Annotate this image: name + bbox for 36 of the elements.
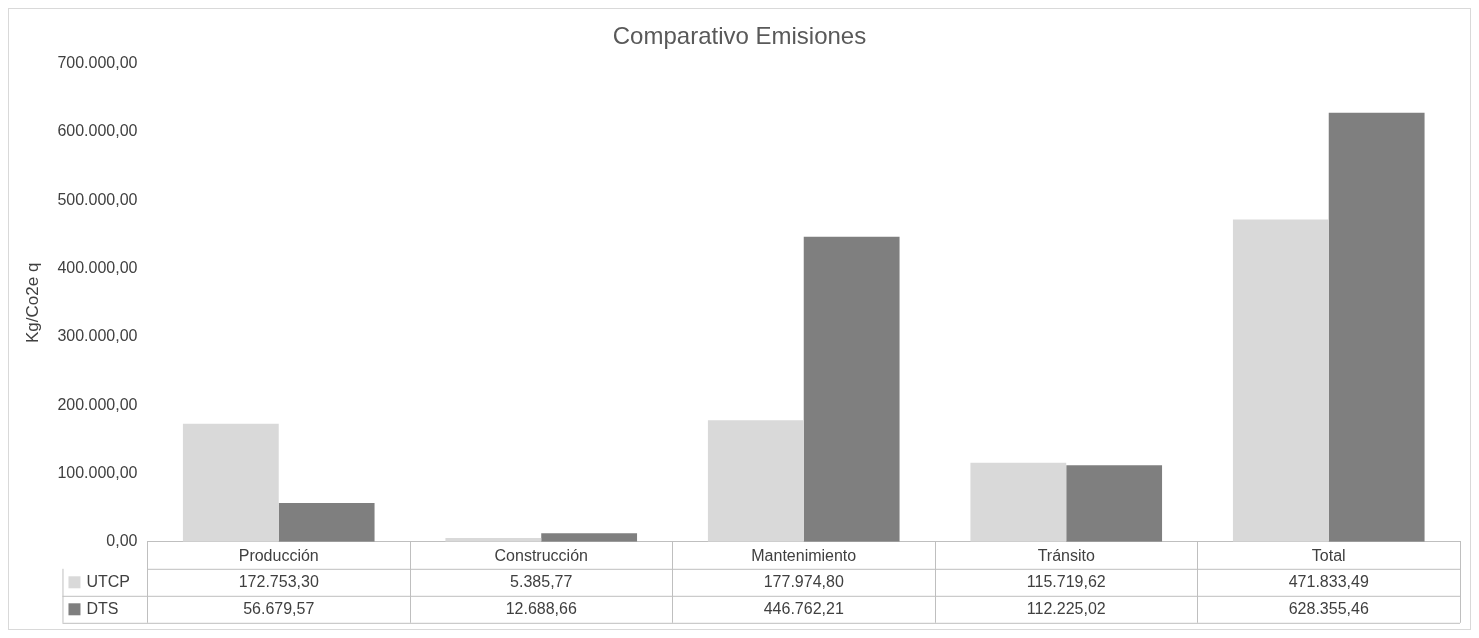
bar <box>182 423 279 542</box>
data-label: 628.355,46 <box>1288 599 1369 617</box>
data-label: 446.762,21 <box>763 599 844 617</box>
bar <box>707 420 804 542</box>
y-axis-title: Kg/Co2e q <box>22 262 42 343</box>
bar <box>541 533 638 542</box>
data-label: 172.753,30 <box>238 572 319 590</box>
data-label: 12.688,66 <box>505 599 577 617</box>
bar <box>278 503 375 542</box>
y-tick-label: 0,00 <box>106 532 138 550</box>
x-tick-label: Total <box>1311 546 1346 564</box>
data-label: 112.225,02 <box>1026 599 1106 617</box>
bar <box>1232 219 1329 542</box>
x-tick-label: Tránsito <box>1037 546 1095 564</box>
x-tick-label: Construcción <box>494 546 588 564</box>
bar <box>970 462 1067 542</box>
y-tick-label: 500.000,00 <box>57 190 138 208</box>
data-label: 56.679,57 <box>243 599 315 617</box>
legend-label: UTCP <box>86 572 131 590</box>
data-label: 5.385,77 <box>510 572 573 590</box>
x-tick-label: Producción <box>238 546 319 564</box>
y-tick-label: 200.000,00 <box>57 395 138 413</box>
chart-title: Comparativo Emisiones <box>612 22 867 50</box>
legend-label: DTS <box>86 599 119 617</box>
bar <box>1328 112 1425 542</box>
y-tick-label: 700.000,00 <box>57 54 138 72</box>
y-tick-label: 400.000,00 <box>57 259 138 277</box>
x-tick-label: Mantenimiento <box>751 546 857 564</box>
bar <box>1066 465 1163 542</box>
bar <box>803 236 900 542</box>
y-tick-label: 600.000,00 <box>57 122 138 140</box>
data-label: 115.719,62 <box>1026 572 1106 590</box>
data-label: 471.833,49 <box>1288 572 1369 590</box>
y-tick-label: 100.000,00 <box>57 463 138 481</box>
data-label: 177.974,80 <box>763 572 844 590</box>
y-tick-label: 300.000,00 <box>57 327 138 345</box>
